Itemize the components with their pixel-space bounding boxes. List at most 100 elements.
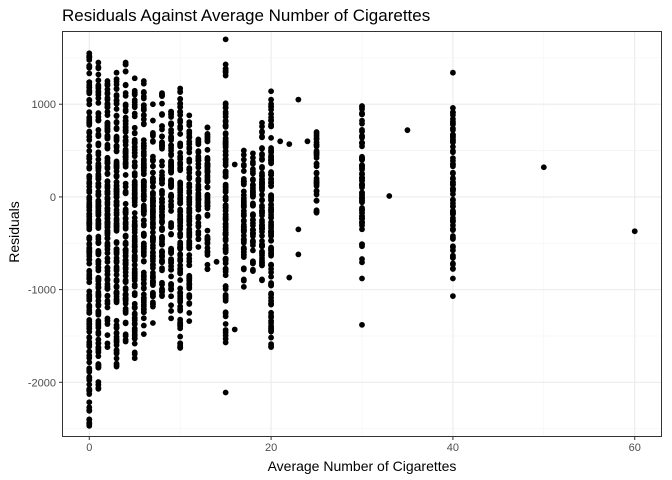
data-point [86, 256, 93, 263]
data-point [268, 195, 274, 202]
data-point [313, 197, 320, 204]
data-point [386, 193, 393, 199]
data-point [286, 141, 293, 147]
data-point [268, 207, 274, 214]
data-point [250, 258, 256, 265]
data-point [186, 175, 193, 182]
data-point [450, 132, 456, 138]
data-point [159, 133, 165, 140]
data-point [359, 189, 365, 196]
data-point [177, 112, 184, 119]
data-point [222, 310, 229, 317]
data-point [104, 102, 111, 108]
data-point [122, 219, 129, 226]
data-point [131, 355, 138, 362]
data-point [204, 248, 211, 255]
data-point [204, 184, 211, 190]
data-point [86, 377, 93, 383]
data-point [268, 88, 274, 95]
data-point [177, 303, 184, 310]
data-point [359, 213, 365, 219]
data-point [313, 187, 320, 194]
data-point [150, 229, 156, 236]
data-point [86, 148, 93, 154]
data-point [159, 238, 165, 245]
data-point [131, 277, 138, 284]
data-point [140, 89, 147, 95]
data-point [140, 222, 147, 229]
data-point [186, 165, 193, 171]
data-point [177, 226, 184, 232]
data-point [204, 203, 211, 210]
data-point [240, 168, 247, 174]
data-point [359, 132, 365, 139]
data-point [268, 343, 274, 350]
data-point [140, 284, 147, 291]
data-point [104, 95, 111, 101]
data-point [131, 281, 138, 288]
data-point [140, 171, 147, 178]
data-point [222, 113, 229, 120]
data-point [259, 128, 265, 135]
data-point [250, 154, 256, 161]
data-point [122, 148, 129, 155]
data-point [259, 165, 265, 172]
data-point [95, 249, 102, 256]
data-point [259, 276, 265, 283]
data-point [122, 233, 129, 240]
data-point [168, 126, 174, 133]
data-point [168, 286, 174, 293]
data-point [95, 361, 102, 368]
data-point [450, 161, 456, 168]
data-point [195, 164, 202, 171]
data-point [240, 147, 247, 154]
data-point [104, 224, 111, 231]
data-point [113, 172, 120, 179]
data-point [450, 170, 456, 177]
data-point [95, 110, 102, 117]
data-point [95, 264, 102, 271]
x-tick-label: 0 [86, 442, 92, 454]
data-point [222, 235, 229, 242]
data-point [140, 106, 147, 113]
data-point [177, 198, 184, 205]
data-point [150, 250, 156, 257]
data-point [113, 119, 120, 126]
data-point [195, 153, 202, 160]
data-point [231, 161, 238, 168]
data-point [86, 143, 93, 149]
data-point [168, 315, 174, 322]
data-point [140, 112, 147, 118]
data-point [259, 179, 265, 186]
data-point [95, 198, 102, 205]
data-point [113, 86, 120, 92]
data-point [268, 103, 274, 110]
data-point [122, 90, 129, 96]
data-point [177, 167, 184, 174]
data-point [86, 79, 93, 86]
data-point [95, 311, 102, 318]
data-point [259, 217, 265, 224]
data-point [95, 132, 102, 139]
data-point [150, 117, 156, 124]
data-point [140, 80, 147, 87]
data-point [122, 210, 129, 217]
data-point [122, 336, 129, 343]
data-point [204, 199, 211, 205]
data-point [86, 50, 93, 57]
data-point [222, 297, 229, 304]
data-point [131, 140, 138, 147]
data-point [95, 233, 102, 240]
data-point [122, 320, 129, 327]
data-point [104, 123, 111, 129]
data-point [86, 201, 93, 208]
data-point [186, 318, 193, 325]
data-point [104, 211, 111, 217]
data-point [86, 90, 93, 97]
data-point [177, 344, 184, 350]
data-point [113, 355, 120, 362]
data-point [277, 138, 284, 145]
data-point [131, 91, 138, 98]
data-point [150, 245, 156, 251]
data-point [122, 295, 129, 301]
